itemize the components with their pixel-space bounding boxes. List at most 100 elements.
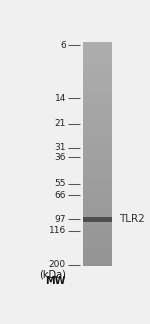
Bar <box>83 185 112 186</box>
Text: 66: 66 <box>54 191 66 200</box>
Bar <box>83 165 112 166</box>
Text: 14: 14 <box>54 94 66 103</box>
Bar <box>83 134 112 135</box>
Bar <box>83 93 112 94</box>
Bar <box>83 197 112 198</box>
Bar <box>83 248 112 249</box>
Bar <box>83 244 112 245</box>
Bar <box>83 217 112 218</box>
Bar <box>83 200 112 201</box>
Bar <box>83 161 112 162</box>
Bar <box>83 51 112 52</box>
Text: 36: 36 <box>54 153 66 162</box>
Bar <box>83 147 112 148</box>
Bar <box>83 97 112 98</box>
Bar <box>83 49 112 50</box>
Text: 97: 97 <box>54 215 66 224</box>
Bar <box>83 150 112 151</box>
Bar <box>83 254 112 256</box>
Bar <box>83 57 112 58</box>
Bar <box>83 88 112 89</box>
Bar <box>83 246 112 247</box>
Bar <box>83 258 112 259</box>
Bar <box>83 201 112 202</box>
Bar <box>83 107 112 108</box>
Bar <box>83 89 112 90</box>
Bar <box>83 120 112 121</box>
Bar <box>83 176 112 177</box>
Bar <box>83 235 112 236</box>
Bar <box>83 114 112 115</box>
Bar <box>83 209 112 210</box>
Bar <box>83 60 112 61</box>
Bar <box>83 141 112 142</box>
Bar <box>83 123 112 124</box>
Bar <box>83 234 112 235</box>
Bar <box>83 223 112 224</box>
Bar <box>83 45 112 46</box>
Bar <box>83 55 112 56</box>
Bar <box>83 184 112 185</box>
Bar <box>83 48 112 49</box>
Bar <box>83 111 112 112</box>
Bar <box>83 76 112 77</box>
Text: 21: 21 <box>54 119 66 128</box>
Bar <box>83 72 112 73</box>
Bar <box>83 211 112 212</box>
Bar <box>83 198 112 199</box>
Bar <box>83 257 112 258</box>
Bar <box>83 156 112 157</box>
Bar <box>83 150 112 151</box>
Bar <box>83 165 112 166</box>
Bar <box>83 126 112 127</box>
Bar <box>83 168 112 169</box>
Bar <box>83 83 112 84</box>
Bar <box>83 251 112 252</box>
Bar <box>83 104 112 105</box>
Bar <box>83 74 112 75</box>
Bar <box>83 171 112 172</box>
Bar <box>83 53 112 54</box>
Bar <box>83 121 112 122</box>
Bar <box>83 250 112 251</box>
Bar <box>83 196 112 197</box>
Bar <box>83 75 112 76</box>
Bar <box>83 65 112 66</box>
Text: 55: 55 <box>54 179 66 188</box>
Bar <box>83 128 112 129</box>
Bar <box>83 46 112 47</box>
Bar <box>83 102 112 103</box>
Bar <box>83 229 112 230</box>
Text: 116: 116 <box>49 226 66 235</box>
Bar <box>83 91 112 92</box>
Bar <box>83 212 112 213</box>
Bar <box>83 186 112 187</box>
Bar <box>83 220 112 221</box>
Bar <box>83 189 112 190</box>
Bar <box>83 214 112 215</box>
Bar <box>83 51 112 52</box>
Bar <box>83 112 112 113</box>
Text: 200: 200 <box>49 260 66 269</box>
Bar <box>83 193 112 194</box>
Bar <box>83 222 112 223</box>
Bar <box>83 163 112 164</box>
Bar <box>83 191 112 192</box>
Bar <box>83 130 112 131</box>
Bar <box>83 99 112 100</box>
Bar <box>83 103 112 104</box>
Bar <box>83 237 112 238</box>
Bar <box>83 255 112 256</box>
Bar <box>83 262 112 263</box>
Bar <box>83 138 112 139</box>
Bar <box>83 152 112 153</box>
Bar <box>83 44 112 45</box>
Bar <box>83 170 112 171</box>
Bar <box>83 95 112 96</box>
Bar <box>83 224 112 225</box>
Bar <box>83 80 112 81</box>
Bar <box>83 162 112 163</box>
Bar <box>83 219 112 220</box>
Bar <box>83 63 112 64</box>
Bar <box>83 48 112 49</box>
